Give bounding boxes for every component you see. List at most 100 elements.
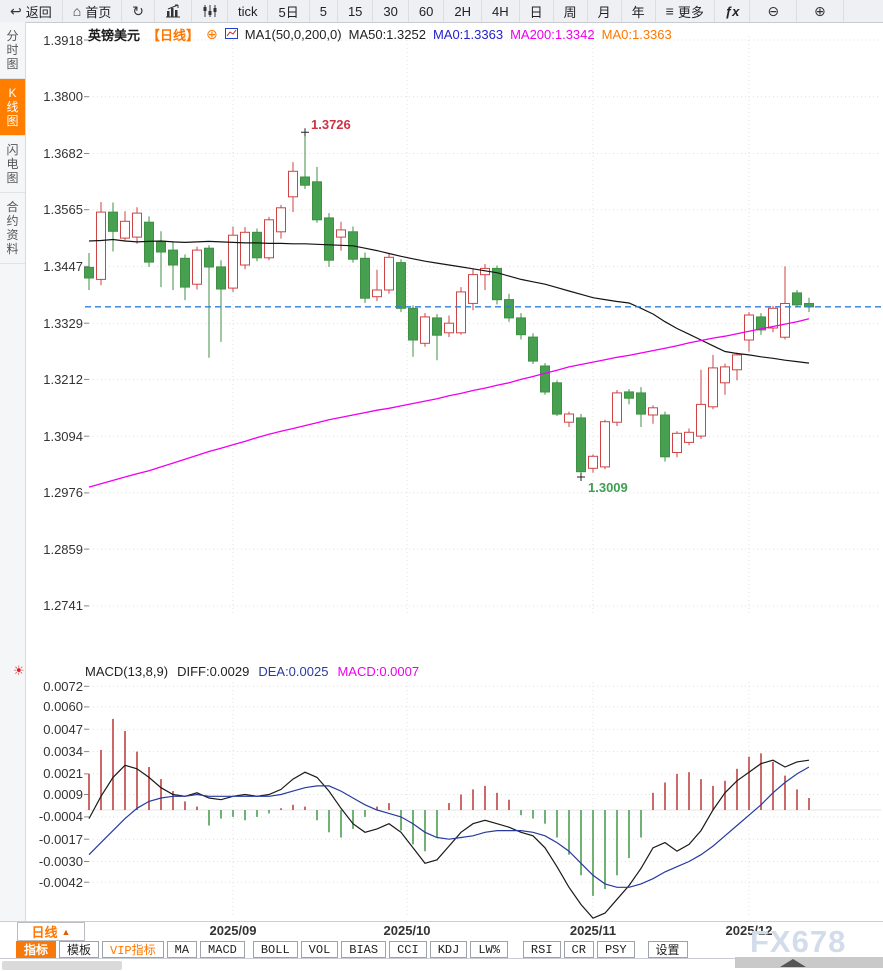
- toolbar-item-label: 2H: [454, 3, 471, 19]
- toolbar-item-home[interactable]: ⌂ 首页: [63, 0, 123, 22]
- price-tick-label: 1.2859: [43, 542, 83, 557]
- toolbar-item-back[interactable]: ↩ 返回: [0, 0, 63, 22]
- ma0-blue-value: MA0:1.3363: [432, 27, 504, 42]
- zoom-out-icon: ⊖: [767, 3, 780, 19]
- tab-BIAS[interactable]: BIAS: [341, 941, 387, 958]
- time-tick-label: 2025/09: [209, 923, 257, 938]
- toolbar-item-period-week[interactable]: 周: [554, 0, 588, 22]
- toolbar-item-fx[interactable]: ƒx: [715, 0, 751, 22]
- macd-macd-value: MACD:0.0007: [337, 664, 420, 679]
- toolbar-item-period-month[interactable]: 月: [588, 0, 622, 22]
- period-dropdown-button[interactable]: 日线 ▲: [17, 922, 85, 941]
- toolbar-item-tick[interactable]: tick: [228, 0, 269, 22]
- toolbar-item-label: 日: [529, 4, 543, 20]
- sidebar-item-1[interactable]: 分时图: [0, 22, 25, 79]
- toolbar-item-period-2h[interactable]: 2H: [444, 0, 482, 22]
- tab-KDJ[interactable]: KDJ: [429, 941, 468, 958]
- chart-bottom-border: [0, 921, 883, 922]
- toolbar-item-chart-settings[interactable]: [192, 0, 228, 22]
- tab-RSI[interactable]: RSI: [522, 941, 561, 958]
- tab-MA[interactable]: MA: [166, 941, 198, 958]
- indicator-tabs: 指标 模板 VIP指标 MA MACD BOLL VOL BIAS CCI KDJ LW% RSI CR…: [16, 941, 691, 958]
- low-annotation: 1.3009: [588, 480, 628, 496]
- toolbar-item-refresh[interactable]: ↻: [122, 0, 155, 22]
- ma-settings: MA1(50,0,200,0): [244, 27, 342, 42]
- macd-tick-label: 0.0009: [43, 787, 83, 802]
- toolbar-item-period-4h[interactable]: 4H: [482, 0, 520, 22]
- price-tick-label: 1.3329: [43, 316, 83, 331]
- zoom-in-icon: ⊕: [814, 3, 826, 19]
- toolbar-item-label: 5: [319, 3, 327, 19]
- home-icon: ⌂: [72, 3, 82, 19]
- tab-MACD[interactable]: MACD: [200, 941, 245, 958]
- more-icon: ≡: [665, 3, 674, 19]
- bottom-strip-pill: [2, 961, 122, 970]
- macd-tick-label: -0.0042: [38, 875, 83, 890]
- toolbar-item-label: 4H: [491, 3, 509, 19]
- horizontal-scrollbar[interactable]: [735, 957, 883, 968]
- price-tick-label: 1.3447: [43, 259, 83, 274]
- chart-area[interactable]: [25, 22, 883, 921]
- toolbar-item-label: 60: [418, 3, 434, 19]
- toolbar-item-period-30[interactable]: 30: [373, 0, 409, 22]
- toolbar-item-label: 首页: [85, 4, 112, 20]
- toolbar-item-period-5d[interactable]: 5日: [268, 0, 310, 22]
- macd-tick-label: -0.0004: [38, 809, 83, 824]
- tab-设置[interactable]: 设置: [647, 941, 688, 958]
- price-tick-label: 1.2741: [43, 598, 83, 613]
- toolbar-item-more[interactable]: ≡ 更多: [656, 0, 715, 22]
- toolbar-item-label: 30: [383, 3, 398, 19]
- toolbar-item-zoom-in[interactable]: ⊕: [797, 0, 844, 22]
- price-tick-label: 1.3094: [43, 429, 83, 444]
- tab-BOLL[interactable]: BOLL: [252, 941, 298, 958]
- price-tick-label: 1.3800: [43, 89, 83, 104]
- toolbar-item-period-15[interactable]: 15: [338, 0, 374, 22]
- chart-header: 英镑美元 【日线】 ⊕ MA1(50,0,200,0) MA50:1.3252 MA0:1…: [88, 25, 672, 44]
- toolbar-item-label: 月: [597, 4, 611, 20]
- back-icon: ↩: [10, 3, 22, 19]
- macd-tick-label: 0.0060: [43, 699, 83, 714]
- macd-tick-label: -0.0030: [38, 854, 83, 869]
- symbol-name: 英镑美元: [88, 28, 141, 43]
- tab-模板[interactable]: 模板: [59, 941, 100, 958]
- toolbar-item-label: 年: [631, 4, 645, 20]
- price-tick-label: 1.3565: [43, 202, 83, 217]
- toolbar-item-period-5[interactable]: 5: [310, 0, 338, 22]
- toolbar-item-period-60[interactable]: 60: [409, 0, 445, 22]
- indicator-settings-icon[interactable]: ☀: [13, 663, 25, 678]
- tab-CR[interactable]: CR: [563, 941, 594, 958]
- time-tick-label: 2025/11: [569, 923, 617, 938]
- macd-tick-label: 0.0034: [43, 744, 83, 759]
- macd-dea-value: DEA:0.0025: [258, 664, 329, 679]
- macd-header: MACD(13,8,9) DIFF:0.0029 DEA:0.0025 MACD…: [85, 664, 419, 679]
- tab-PSY[interactable]: PSY: [596, 941, 635, 958]
- toolbar-item-period-year[interactable]: 年: [622, 0, 656, 22]
- circle-plus-icon[interactable]: ⊕: [206, 26, 218, 42]
- scrollbar-arrow-icon[interactable]: [780, 959, 806, 967]
- ma200-value: MA200:1.3342: [510, 27, 595, 42]
- price-tick-label: 1.3682: [43, 146, 83, 161]
- sidebar-item-4[interactable]: 合约资料: [0, 193, 25, 264]
- toolbar-item-period-day[interactable]: 日: [520, 0, 554, 22]
- sidebar-item-3[interactable]: 闪电图: [0, 136, 25, 193]
- tab-LW%[interactable]: LW%: [470, 941, 508, 958]
- toolbar-item-chart-type-bars[interactable]: [155, 0, 192, 22]
- chevron-up-icon: ▲: [61, 926, 71, 937]
- toolbar-item-label: tick: [237, 3, 258, 19]
- tab-VOL[interactable]: VOL: [300, 941, 339, 958]
- refresh-icon: ↻: [132, 3, 144, 19]
- toolbar-item-zoom-out[interactable]: ⊖: [750, 0, 798, 22]
- tab-CCI[interactable]: CCI: [389, 941, 427, 958]
- period-dropdown-label: 日线: [31, 925, 58, 940]
- toolbar-item-label: 返回: [25, 4, 52, 20]
- macd-tick-label: 0.0021: [43, 766, 83, 781]
- high-annotation: 1.3726: [311, 117, 351, 133]
- tab-指标[interactable]: 指标: [16, 941, 57, 958]
- price-tick-label: 1.3212: [43, 372, 83, 387]
- mini-chart-icon[interactable]: [224, 27, 238, 42]
- price-tick-label: 1.3918: [43, 33, 83, 48]
- tab-VIP指标[interactable]: VIP指标: [102, 941, 164, 958]
- macd-params: MACD(13,8,9): [85, 664, 169, 679]
- toolbar-item-label: 周: [563, 4, 577, 20]
